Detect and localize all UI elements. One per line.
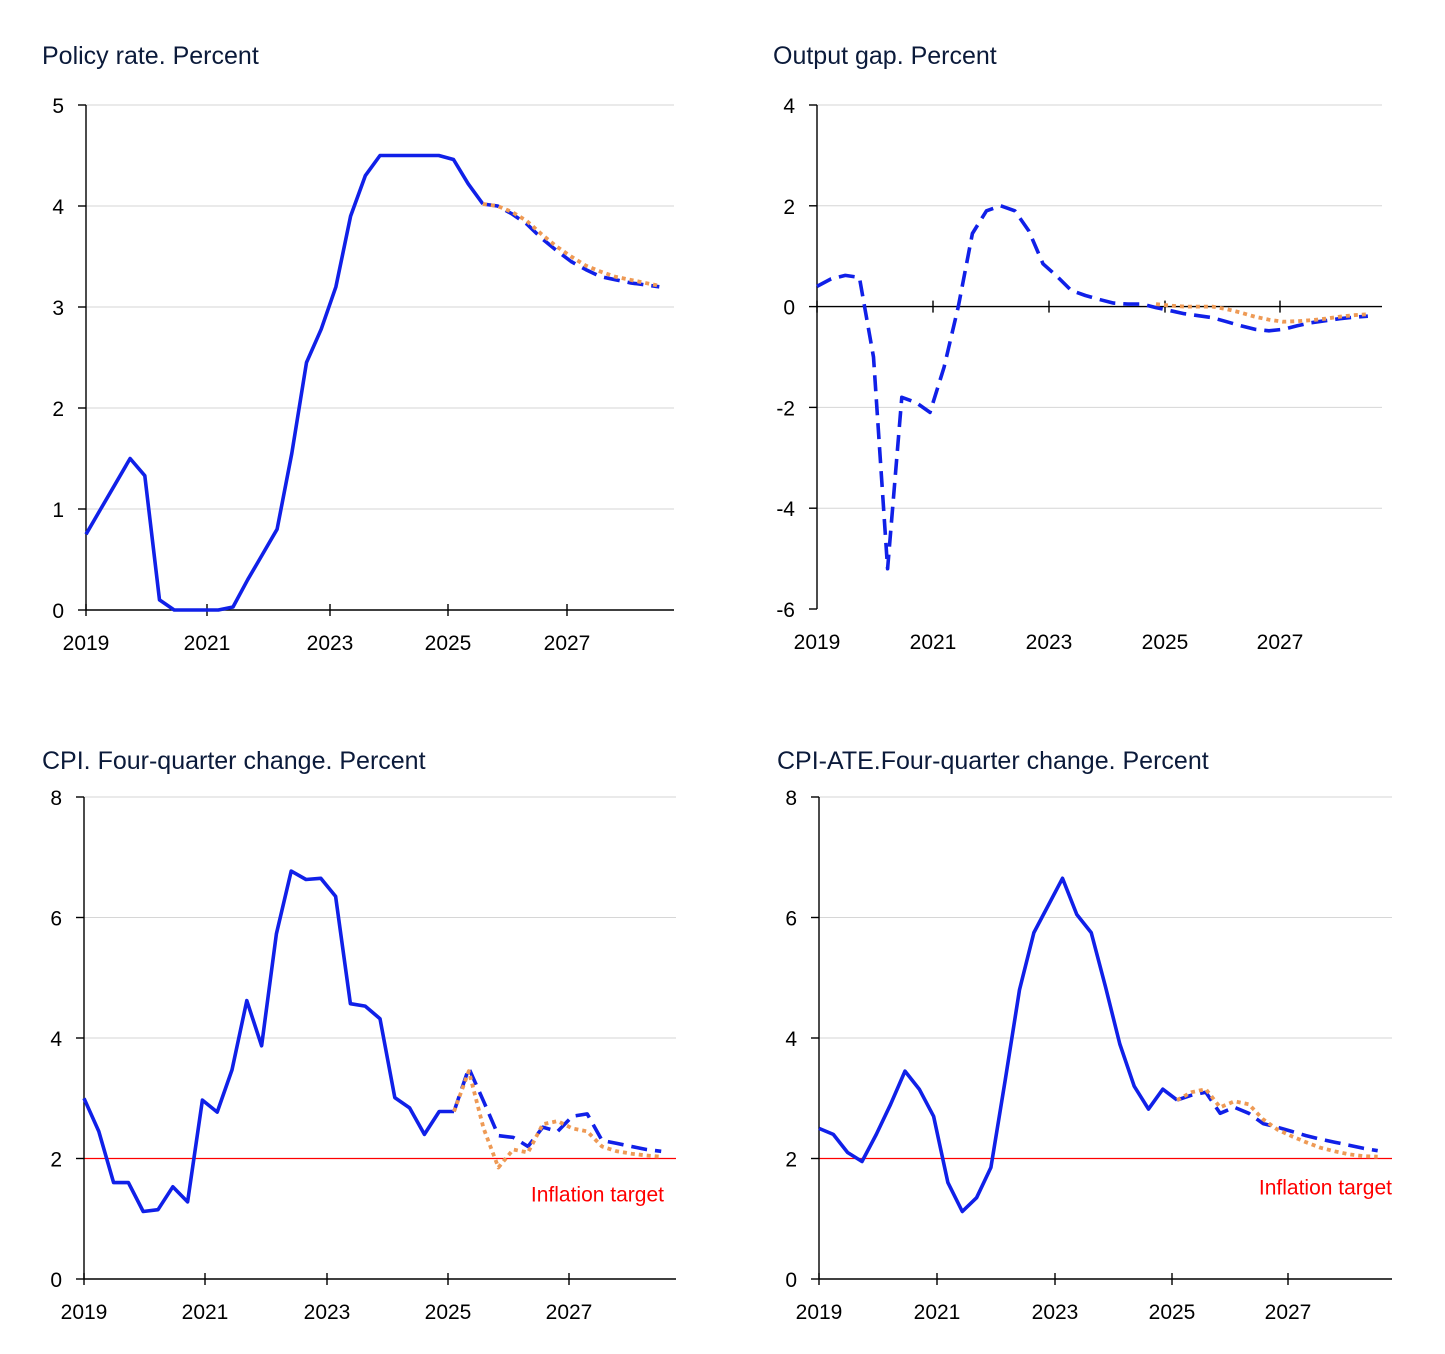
panel-cpi-ate: CPI-ATE.Four-quarter change. Percent 0 2 4… <box>777 747 1392 1324</box>
y-tick-label: -6 <box>776 599 795 622</box>
y-tick-label: -4 <box>776 498 795 521</box>
series-line-alternative <box>1155 302 1369 324</box>
y-tick-label: 2 <box>52 398 64 421</box>
y-tick-label: 0 <box>50 1269 62 1292</box>
series-line-alternative <box>1176 1087 1378 1159</box>
y-tick-label: 1 <box>52 499 64 522</box>
series-line-history <box>84 153 485 612</box>
x-tick-label: 2025 <box>1142 631 1189 654</box>
y-tick-label: 2 <box>50 1149 62 1172</box>
series-line-projection <box>452 1066 662 1154</box>
y-tick-label: 0 <box>52 600 64 623</box>
x-tick-label: 2023 <box>304 1301 351 1324</box>
y-tick-label: 6 <box>785 908 797 931</box>
y-tick-label: 6 <box>50 908 62 931</box>
x-tick-label: 2021 <box>914 1301 961 1324</box>
x-tick-label: 2025 <box>1149 1301 1196 1324</box>
inflation-target-label: Inflation target <box>1259 1177 1392 1200</box>
x-tick-label: 2023 <box>1032 1301 1079 1324</box>
y-tick-label: 8 <box>50 787 62 810</box>
panel-output-gap: Output gap. Percent -6 -4 -2 0 2 4 2019 2021 202… <box>773 42 1382 654</box>
y-tick-label: 0 <box>783 297 795 320</box>
y-tick-label: 4 <box>50 1028 62 1051</box>
y-tick-label: 0 <box>785 1269 797 1292</box>
x-tick-label: 2025 <box>425 632 472 655</box>
series-line-alternative <box>452 1069 662 1170</box>
series-line-estimate <box>816 204 1369 571</box>
series-line-projection <box>482 202 660 289</box>
series-line-history <box>82 869 454 1214</box>
x-tick-label: 2027 <box>1265 1301 1312 1324</box>
y-tick-label: 4 <box>785 1028 797 1051</box>
inflation-target-label: Inflation target <box>531 1184 664 1207</box>
y-tick-label: 4 <box>783 95 795 118</box>
x-tick-label: 2021 <box>910 631 957 654</box>
series-line-history <box>818 876 1179 1214</box>
y-tick-label: 4 <box>52 196 64 219</box>
y-tick-label: 5 <box>52 95 64 118</box>
chart-title: CPI-ATE.Four-quarter change. Percent <box>777 747 1209 775</box>
panel-policy-rate: Policy rate. Percent 0 1 2 3 4 5 2019 2021 2023 2… <box>42 42 674 655</box>
x-tick-label: 2023 <box>1026 631 1073 654</box>
y-tick-label: -2 <box>776 397 795 420</box>
x-tick-label: 2027 <box>1257 631 1304 654</box>
chart-title: Policy rate. Percent <box>42 42 259 70</box>
x-tick-label: 2023 <box>307 632 354 655</box>
x-tick-label: 2019 <box>63 632 110 655</box>
y-tick-label: 2 <box>785 1149 797 1172</box>
chart-title: Output gap. Percent <box>773 42 997 70</box>
x-tick-label: 2019 <box>61 1301 108 1324</box>
series-line-alternative <box>482 202 660 288</box>
series-line-projection <box>1176 1090 1378 1153</box>
y-tick-label: 2 <box>783 196 795 219</box>
x-tick-label: 2021 <box>182 1301 229 1324</box>
x-tick-label: 2021 <box>184 632 231 655</box>
x-tick-label: 2019 <box>796 1301 843 1324</box>
x-tick-label: 2027 <box>546 1301 593 1324</box>
x-tick-label: 2027 <box>544 632 591 655</box>
x-tick-label: 2025 <box>425 1301 472 1324</box>
y-tick-label: 8 <box>785 787 797 810</box>
chart-title: CPI. Four-quarter change. Percent <box>42 747 426 775</box>
x-tick-label: 2019 <box>794 631 841 654</box>
panel-cpi: CPI. Four-quarter change. Percent 0 2 4 6 8 2… <box>42 747 676 1324</box>
y-tick-label: 3 <box>52 297 64 320</box>
